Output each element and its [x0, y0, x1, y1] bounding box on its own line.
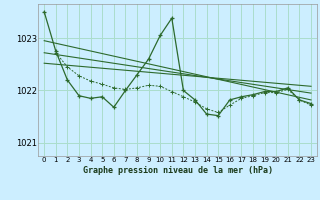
X-axis label: Graphe pression niveau de la mer (hPa): Graphe pression niveau de la mer (hPa) [83, 166, 273, 175]
